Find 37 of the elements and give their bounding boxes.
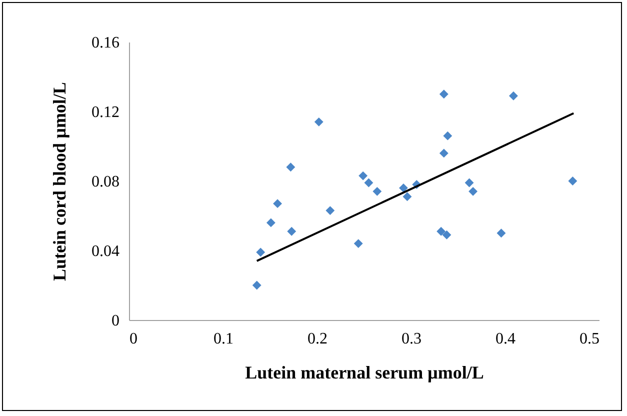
y-tick-label: 0.16 [92,34,120,52]
point [443,131,452,140]
x-tick-label: 0.5 [580,330,600,348]
point [508,91,518,100]
x-axis-title: Lutein maternal serum µmol/L [245,362,484,382]
x-tick-label: 0.2 [308,330,328,348]
y-tick-label: 0.04 [92,243,120,260]
point [439,148,448,158]
point [402,192,412,202]
point [358,171,368,180]
x-tick-label: 0 [130,330,138,348]
x-tick-label: 0.1 [214,330,234,348]
x-tick-label: 0.4 [496,330,516,348]
point [364,178,374,188]
point [252,280,262,290]
x-tick-label: 0.3 [402,330,422,348]
point [439,90,448,99]
point [468,186,478,196]
point [436,226,446,236]
point [399,183,408,192]
point [266,218,276,228]
point [372,186,382,196]
y-tick-label: 0.12 [92,104,120,121]
point [326,206,335,216]
point [354,239,363,248]
point [314,117,324,126]
y-tick-label: 0.08 [92,174,120,190]
y-tick-label: 0 [112,312,120,330]
point [568,176,578,186]
point [287,226,296,236]
point [442,230,452,240]
point [286,162,296,172]
point [256,248,266,257]
point [496,228,506,238]
point [464,178,474,188]
y-axis-title: Lutein cord blood µmol/L [50,82,70,281]
point [273,199,282,208]
